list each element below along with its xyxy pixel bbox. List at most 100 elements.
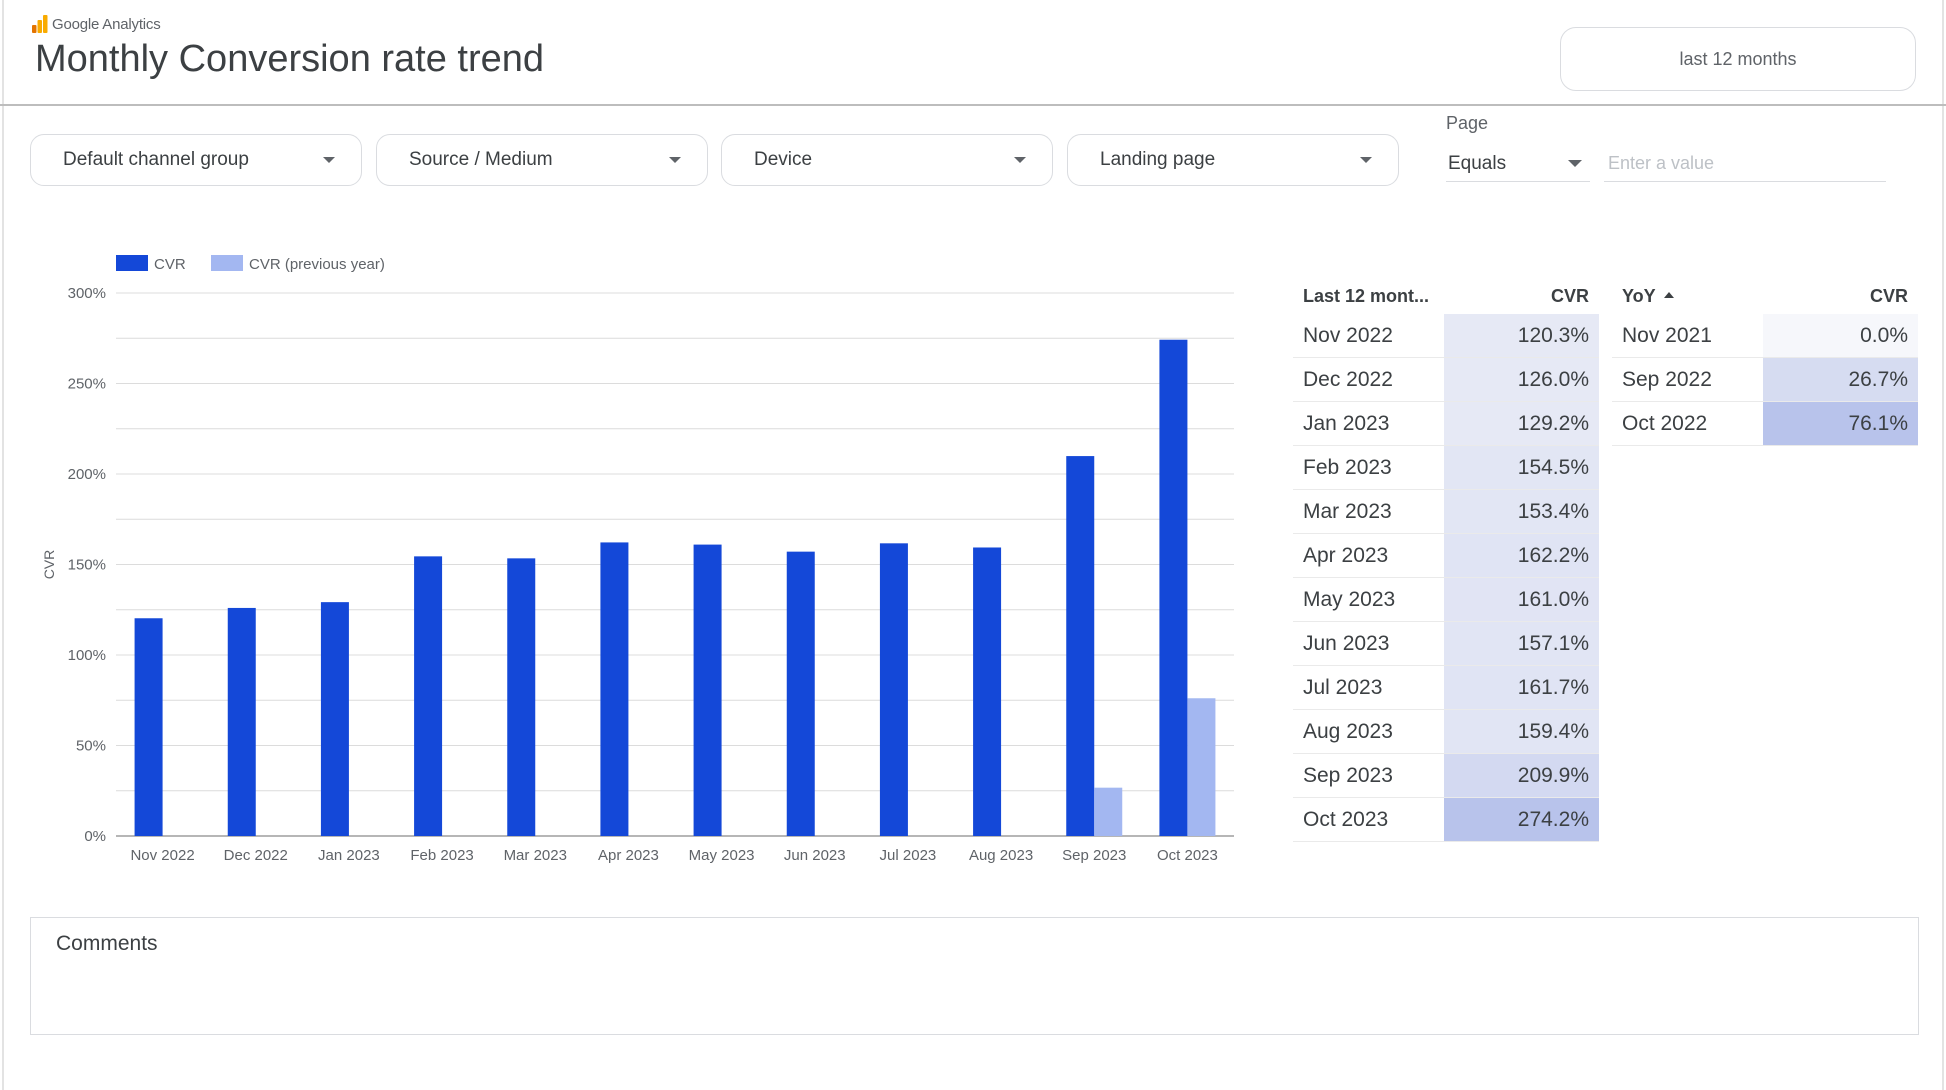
x-tick-label: Jan 2023 — [318, 847, 380, 864]
bar-cvr — [786, 551, 815, 836]
row-cvr: 161.0% — [1444, 577, 1599, 622]
x-tick-label: Oct 2023 — [1157, 847, 1218, 864]
bar-cvr-previous-year — [1094, 787, 1123, 836]
row-month: Apr 2023 — [1293, 533, 1444, 578]
filter-landing-page[interactable]: Landing page — [1067, 134, 1399, 186]
row-cvr: 120.3% — [1444, 314, 1599, 358]
x-tick-label: Sep 2023 — [1062, 847, 1126, 864]
date-range-label: last 12 months — [1679, 48, 1797, 69]
caret-down-icon — [669, 157, 681, 163]
analytics-bars-icon — [32, 15, 48, 33]
yoy-header-label: YoY — [1622, 285, 1656, 306]
filter-default-channel-group[interactable]: Default channel group — [30, 134, 362, 186]
row-month: Sep 2023 — [1293, 753, 1444, 798]
bar-cvr — [879, 543, 908, 836]
row-cvr: 274.2% — [1444, 797, 1599, 842]
table-header-month[interactable]: Last 12 mont... — [1303, 285, 1430, 306]
bar-cvr — [320, 602, 349, 836]
logo-text: Google Analytics — [52, 15, 161, 33]
cvr-bar-chart: 0% 50% 100% 150% 200% 250% 300% CVR Nov 2022 Dec … — [41, 255, 1234, 864]
legend-label-cvr: CVR — [154, 256, 186, 273]
comments-box[interactable]: Comments — [30, 917, 1919, 1035]
x-tick-label: Nov 2022 — [130, 847, 194, 864]
row-month: Oct 2022 — [1612, 401, 1763, 446]
sort-ascending-icon — [1663, 291, 1674, 298]
caret-down-icon — [1014, 157, 1026, 163]
x-tick-label: May 2023 — [689, 847, 755, 864]
table-row[interactable]: Oct 2022 76.1% — [1612, 401, 1918, 446]
bar-cvr — [600, 542, 629, 836]
y-tick-label: 150% — [68, 557, 106, 574]
legend-label-cvr-previous-year: CVR (previous year) — [249, 256, 385, 273]
page-operator-select[interactable]: Equals — [1446, 146, 1590, 182]
row-cvr: 129.2% — [1444, 401, 1599, 446]
page-operator-value: Equals — [1448, 152, 1507, 174]
table-row[interactable]: Jul 2023 161.7% — [1293, 665, 1599, 710]
table-row[interactable]: Jun 2023 157.1% — [1293, 621, 1599, 666]
table-header-yoy[interactable]: YoY — [1612, 278, 1763, 314]
bar-cvr — [134, 618, 163, 836]
row-cvr: 26.7% — [1763, 357, 1918, 402]
yoy-table: YoY CVR Nov 2021 0.0% Sep 2022 26.7% Oct 202… — [1612, 278, 1918, 446]
x-tick-label: Dec 2022 — [224, 847, 288, 864]
row-month: Mar 2023 — [1293, 489, 1444, 534]
right-border — [1942, 0, 1944, 1090]
table-row[interactable]: Dec 2022 126.0% — [1293, 357, 1599, 402]
row-month: Dec 2022 — [1293, 357, 1444, 402]
last-12-months-table: Last 12 mont... CVR Nov 2022 120.3% Dec 20… — [1293, 278, 1599, 842]
bar-cvr-previous-year — [1187, 698, 1216, 836]
caret-down-icon — [1568, 160, 1582, 167]
x-tick-label: Aug 2023 — [969, 847, 1033, 864]
x-tick-label: Feb 2023 — [410, 847, 473, 864]
row-cvr: 157.1% — [1444, 621, 1599, 666]
y-tick-label: 300% — [68, 285, 106, 302]
row-month: Jun 2023 — [1293, 621, 1444, 666]
caret-down-icon — [323, 157, 335, 163]
caret-down-icon — [1360, 157, 1372, 163]
bar-cvr — [1159, 339, 1188, 836]
filter-label: Device — [754, 149, 813, 170]
table-row[interactable]: Feb 2023 154.5% — [1293, 445, 1599, 490]
y-tick-label: 50% — [76, 738, 106, 755]
table-row[interactable]: Sep 2023 209.9% — [1293, 753, 1599, 798]
bar-cvr — [414, 556, 443, 836]
table-header-cvr[interactable]: CVR — [1550, 285, 1589, 306]
table-row[interactable]: Sep 2022 26.7% — [1612, 357, 1918, 402]
date-range-selector[interactable]: last 12 months — [1560, 27, 1916, 91]
page-title: Monthly Conversion rate trend — [35, 38, 545, 80]
page-filter-label: Page — [1446, 113, 1489, 133]
y-tick-label: 100% — [68, 647, 106, 664]
bar-cvr — [973, 547, 1002, 836]
table-header-cvr[interactable]: CVR — [1869, 285, 1908, 306]
row-cvr: 76.1% — [1763, 401, 1918, 446]
table-row[interactable]: Nov 2021 0.0% — [1612, 314, 1918, 358]
bar-cvr — [1066, 456, 1095, 836]
row-cvr: 0.0% — [1763, 314, 1918, 358]
x-tick-label: Apr 2023 — [598, 847, 659, 864]
legend-swatch-cvr — [116, 255, 148, 271]
table-row[interactable]: Nov 2022 120.3% — [1293, 314, 1599, 358]
table-row[interactable]: Oct 2023 274.2% — [1293, 797, 1599, 842]
row-month: Nov 2022 — [1293, 314, 1444, 358]
bar-cvr — [693, 544, 722, 836]
row-cvr: 159.4% — [1444, 709, 1599, 754]
y-axis-label: CVR — [41, 550, 57, 580]
y-tick-label: 0% — [84, 828, 106, 845]
table-row[interactable]: Mar 2023 153.4% — [1293, 489, 1599, 534]
row-month: Oct 2023 — [1293, 797, 1444, 842]
row-cvr: 153.4% — [1444, 489, 1599, 534]
google-analytics-logo: Google Analytics — [32, 15, 161, 33]
page-value-input[interactable] — [1604, 146, 1886, 182]
filter-label: Source / Medium — [409, 149, 553, 170]
table-row[interactable]: Apr 2023 162.2% — [1293, 533, 1599, 578]
row-cvr: 161.7% — [1444, 665, 1599, 710]
table-row[interactable]: Jan 2023 129.2% — [1293, 401, 1599, 446]
bar-cvr — [227, 607, 256, 836]
row-cvr: 209.9% — [1444, 753, 1599, 798]
y-tick-label: 200% — [68, 466, 106, 483]
table-row[interactable]: May 2023 161.0% — [1293, 577, 1599, 622]
filter-device[interactable]: Device — [721, 134, 1053, 186]
left-border — [2, 0, 4, 1090]
filter-source-medium[interactable]: Source / Medium — [376, 134, 708, 186]
table-row[interactable]: Aug 2023 159.4% — [1293, 709, 1599, 754]
